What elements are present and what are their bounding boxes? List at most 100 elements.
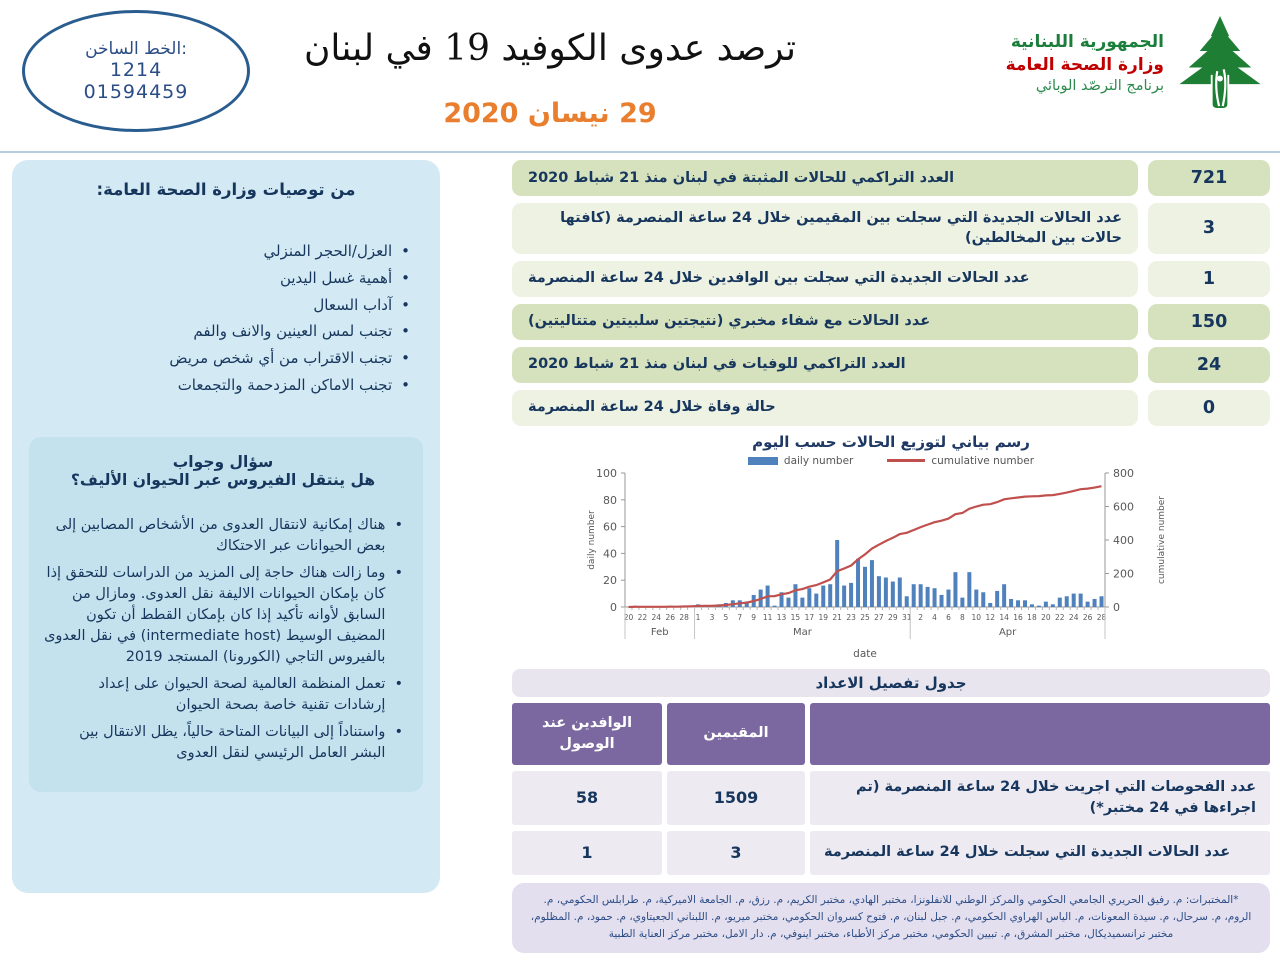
stat-value: 150 bbox=[1148, 303, 1270, 340]
day-label: 22 bbox=[1055, 613, 1065, 622]
month-label: Mar bbox=[793, 627, 813, 638]
daily-cases-chart: رسم بياني لتوزيع الحالات حسب اليوم daily… bbox=[512, 433, 1270, 667]
day-label: 15 bbox=[791, 613, 801, 622]
left-tick-label: 0 bbox=[610, 601, 617, 614]
day-label: 9 bbox=[751, 613, 756, 622]
daily-bar bbox=[1078, 593, 1083, 607]
qa-answer-list: • هناك إمكانية لانتقال العدوى من الأشخاص … bbox=[43, 515, 403, 764]
daily-bar bbox=[1036, 605, 1041, 607]
bullet-icon: • bbox=[401, 375, 410, 394]
daily-bar bbox=[814, 593, 819, 607]
daily-bar bbox=[981, 591, 986, 607]
recommendation-item: • أهمية غسل اليدين bbox=[28, 268, 410, 290]
cell-description: عدد الحالات الجديدة التي سجلت خلال 24 سا… bbox=[810, 830, 1270, 875]
stat-label: عدد الحالات الجديدة التي سجلت بين الوافد… bbox=[512, 260, 1138, 297]
column-residents: المقيمين bbox=[667, 702, 805, 765]
daily-bar bbox=[1016, 599, 1021, 607]
recommendation-item: • العزل/الحجر المنزلي bbox=[28, 241, 411, 263]
logo-line-ministry: وزارة الصحة العامة bbox=[1005, 55, 1164, 76]
day-label: 8 bbox=[960, 613, 965, 622]
daily-bar bbox=[828, 583, 833, 607]
daily-bar bbox=[869, 559, 874, 607]
daily-bar bbox=[995, 590, 1000, 607]
daily-bar bbox=[876, 575, 881, 607]
recommendation-item-text: تجنب الاماكن المزدحمة والتجمعات bbox=[177, 375, 393, 394]
daily-bar bbox=[890, 581, 895, 607]
daily-bar bbox=[821, 585, 826, 607]
recommendation-item-text: العزل/الحجر المنزلي bbox=[263, 242, 393, 260]
stat-value: 0 bbox=[1148, 389, 1270, 426]
daily-bar bbox=[1085, 601, 1090, 607]
qa-item-text: تعمل المنظمة العالمية لصحة الحيوان على إ… bbox=[98, 675, 386, 713]
bullet-icon: • bbox=[401, 295, 410, 314]
table-row: 58 1509 عدد الفحوصات التي اجريت خلال 24 سا… bbox=[512, 770, 1270, 825]
month-label: Feb bbox=[651, 627, 669, 638]
stat-label: العدد التراكمي للحالات المثبتة في لبنان … bbox=[512, 160, 1138, 196]
daily-bar bbox=[953, 571, 958, 607]
logo-line-program: برنامج الترصّد الوبائي bbox=[1035, 78, 1164, 95]
day-label: 4 bbox=[932, 613, 937, 622]
cell-residents: 1509 bbox=[667, 770, 805, 825]
day-label: 24 bbox=[652, 613, 662, 622]
stat-row: العدد التراكمي للوفيات في لبنان منذ 21 ش… bbox=[512, 346, 1270, 383]
cell-arrivals: 58 bbox=[512, 770, 662, 825]
recommendation-item-text: أهمية غسل اليدين bbox=[279, 268, 393, 287]
daily-bar bbox=[1029, 603, 1034, 607]
daily-bar bbox=[1050, 603, 1055, 607]
recommendation-item-text: تجنب لمس العينين والانف والفم bbox=[193, 322, 393, 341]
daily-bar bbox=[793, 583, 798, 607]
daily-bar bbox=[1009, 598, 1014, 607]
daily-bar bbox=[939, 594, 944, 607]
day-label: 22 bbox=[638, 613, 648, 622]
daily-bar bbox=[772, 605, 777, 607]
right-tick-label: 200 bbox=[1113, 567, 1134, 580]
qa-item-text: وما زالت هناك حاجة إلى المزيد من الدراسا… bbox=[44, 564, 386, 665]
bullet-icon: • bbox=[394, 675, 403, 692]
column-arrivals: الوافدين عند الوصول bbox=[512, 702, 662, 765]
recommendations-title: من توصيات وزارة الصحة العامة: bbox=[96, 180, 356, 199]
legend-cumulative-label: cumulative number bbox=[931, 454, 1035, 467]
cedar-tree-icon bbox=[1174, 14, 1266, 114]
daily-bar bbox=[842, 585, 847, 607]
daily-bar bbox=[807, 587, 812, 607]
stat-label: عدد الحالات الجديدة التي سجلت بين المقيم… bbox=[512, 203, 1138, 254]
bullet-icon: • bbox=[394, 516, 403, 533]
stat-row: العدد التراكمي للحالات المثبتة في لبنان … bbox=[512, 160, 1270, 196]
left-tick-label: 80 bbox=[603, 493, 617, 506]
stat-row: عدد الحالات الجديدة التي سجلت بين المقيم… bbox=[512, 203, 1270, 254]
day-label: 12 bbox=[985, 613, 995, 622]
cell-description: عدد الفحوصات التي اجريت خلال 24 ساعة الم… bbox=[810, 770, 1270, 825]
daily-bar bbox=[863, 566, 867, 607]
right-tick-label: 600 bbox=[1113, 500, 1134, 513]
stat-label: عدد الحالات مع شفاء مخبري (نتيجتين سلبيت… bbox=[512, 303, 1138, 340]
stat-value: 1 bbox=[1148, 260, 1270, 297]
labs-footnote: *المختبرات: م. رفيق الحريري الجامعي الحك… bbox=[512, 882, 1270, 953]
day-label: 28 bbox=[679, 613, 689, 622]
right-axis-title: cumulative number bbox=[1157, 495, 1167, 583]
stat-row: عدد الحالات مع شفاء مخبري (نتيجتين سلبيت… bbox=[512, 303, 1270, 340]
daily-bar bbox=[918, 583, 923, 607]
details-table-header: الوافدين عند الوصول المقيمين bbox=[512, 702, 1270, 765]
stat-label: العدد التراكمي للوفيات في لبنان منذ 21 ش… bbox=[512, 346, 1138, 383]
daily-bar bbox=[974, 589, 979, 607]
right-tick-label: 800 bbox=[1113, 467, 1134, 480]
qa-item: • تعمل المنظمة العالمية لصحة الحيوان على … bbox=[43, 674, 403, 716]
daily-bar bbox=[960, 597, 965, 607]
qa-panel: سؤال وجواب هل ينتقل الفيروس عبر الحيوان … bbox=[29, 436, 423, 792]
day-label: 17 bbox=[805, 613, 815, 622]
day-label: 16 bbox=[1013, 613, 1023, 622]
day-label: 28 bbox=[1097, 613, 1107, 622]
legend-daily-label: daily number bbox=[783, 454, 854, 467]
stat-value: 24 bbox=[1148, 346, 1270, 383]
bullet-icon: • bbox=[401, 268, 410, 287]
recommendation-item-text: آداب السعال bbox=[313, 295, 393, 314]
x-axis-title: date bbox=[853, 648, 877, 660]
daily-bar bbox=[835, 539, 840, 607]
day-label: 27 bbox=[874, 613, 884, 622]
daily-bar bbox=[1023, 599, 1027, 607]
qa-title: سؤال وجواب bbox=[172, 452, 274, 471]
day-label: 3 bbox=[710, 613, 715, 622]
daily-bar bbox=[744, 601, 749, 607]
daily-bar bbox=[800, 597, 805, 607]
cumulative-line bbox=[628, 484, 1102, 608]
